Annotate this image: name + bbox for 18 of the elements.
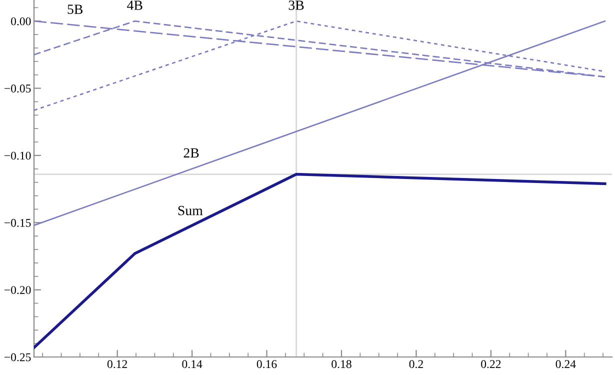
y-tick-label: 0.00	[11, 17, 31, 26]
y-tick-label: −0.25	[4, 353, 31, 362]
y-tick-label: −0.05	[4, 84, 31, 93]
x-tick-label: 0.2	[409, 360, 423, 368]
x-tick-label: 0.18	[332, 360, 352, 368]
y-tick-label: −0.20	[4, 286, 31, 294]
x-tick-label: 0.16	[256, 360, 277, 368]
annotation: 4B	[127, 0, 142, 10]
y-tick-label: −0.10	[4, 152, 31, 160]
x-tick-label: 0.24	[556, 360, 576, 368]
annotation: Sum	[178, 206, 203, 216]
annotation: 2B	[184, 148, 199, 158]
x-tick-label: 0.12	[107, 360, 127, 368]
x-tick-label: 0.22	[481, 360, 501, 368]
annotation: 3B	[288, 0, 304, 10]
y-tick-label: −0.15	[4, 218, 31, 227]
x-tick-label: 0.14	[182, 360, 202, 368]
annotation: 5B	[68, 4, 83, 14]
